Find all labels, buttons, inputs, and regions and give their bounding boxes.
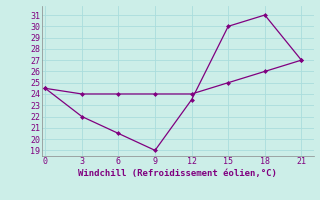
X-axis label: Windchill (Refroidissement éolien,°C): Windchill (Refroidissement éolien,°C) bbox=[78, 169, 277, 178]
